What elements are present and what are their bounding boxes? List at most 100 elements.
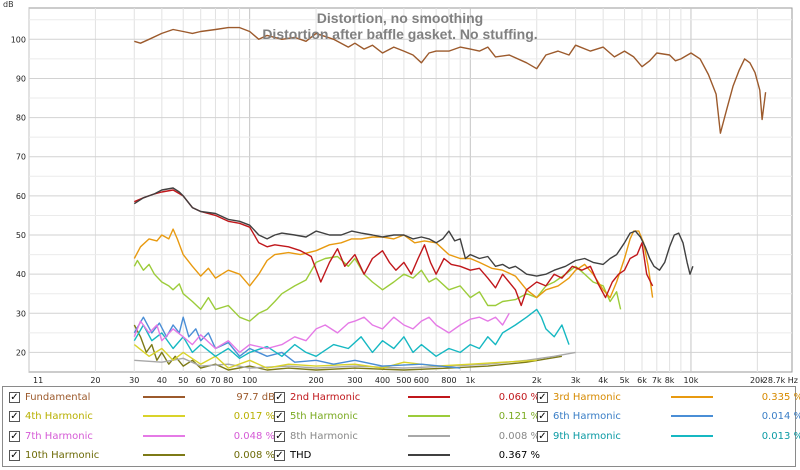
legend-label: 8th Harmonic — [290, 430, 358, 442]
x-tick-label: 11 — [33, 376, 43, 385]
checkbox-5th-harmonic[interactable]: ✓ — [274, 410, 285, 422]
legend-item-9th-harmonic: ✓ 9th Harmonic 0.013 % — [537, 427, 800, 445]
legend-value: 0.048 % — [233, 430, 275, 442]
legend-value: 0.008 % — [498, 430, 540, 442]
series-line-fundamental — [134, 26, 767, 134]
y-tick-label: 40 — [16, 270, 26, 279]
legend-label: 9th Harmonic — [553, 430, 621, 442]
x-tick-label: 40 — [157, 376, 167, 385]
x-tick-label: 20k — [750, 376, 765, 385]
legend-value: 0.335 % — [761, 391, 800, 403]
x-tick-label: 5k — [620, 376, 630, 385]
legend-value: 0.121 % — [498, 410, 540, 422]
y-tick-label: 100 — [11, 35, 26, 44]
x-tick-label: 28.7k Hz — [763, 376, 798, 385]
checkbox-2nd-harmonic[interactable]: ✓ — [274, 391, 285, 403]
checkbox-4th-harmonic[interactable]: ✓ — [9, 410, 20, 422]
legend-value: 97.7 dB — [236, 391, 275, 403]
x-tick-label: 20 — [90, 376, 100, 385]
series-line-7th-harmonic — [133, 312, 510, 354]
series-line-2nd-harmonic — [134, 189, 654, 307]
x-tick-label: 3k — [571, 376, 581, 385]
legend-value: 0.367 % — [498, 449, 540, 461]
x-tick-label: 500 — [396, 376, 411, 385]
legend-item-3rd-harmonic: ✓ 3rd Harmonic 0.335 % — [537, 388, 800, 406]
series-line-9th-harmonic — [133, 308, 570, 359]
x-tick-label: 300 — [347, 376, 362, 385]
legend-value: 0.014 % — [761, 410, 800, 422]
legend-swatch — [143, 435, 185, 437]
checkbox-3rd-harmonic[interactable]: ✓ — [537, 391, 548, 403]
checkbox-thd[interactable]: ✓ — [274, 449, 285, 461]
legend-item-4th-harmonic: ✓ 4th Harmonic 0.017 % — [9, 407, 275, 425]
legend-swatch — [143, 396, 185, 398]
x-tick-label: 200 — [308, 376, 323, 385]
y-tick-label: 70 — [16, 153, 26, 162]
series-lines — [133, 26, 767, 371]
x-tick-label: 80 — [223, 376, 233, 385]
legend-swatch — [408, 396, 450, 398]
legend-item-5th-harmonic: ✓ 5th Harmonic 0.121 % — [274, 407, 540, 425]
axis-ticks: 11 20 30 40 50 60 70 80 100 200 300 400 500 600 800 1k 2… — [11, 35, 798, 385]
x-tick-label: 1k — [465, 376, 475, 385]
legend-swatch — [671, 396, 713, 398]
series-line-thd — [133, 187, 694, 277]
legend-swatch — [143, 454, 185, 456]
legend-value: 0.017 % — [233, 410, 275, 422]
legend-label: 4th Harmonic — [25, 410, 93, 422]
legend-label: 7th Harmonic — [25, 430, 93, 442]
y-tick-label: 80 — [16, 114, 26, 123]
x-tick-label: 400 — [375, 376, 390, 385]
plot-area — [28, 7, 793, 373]
x-tick-label: 50 — [178, 376, 188, 385]
legend-label: 2nd Harmonic — [290, 391, 361, 403]
x-tick-label: 6k — [637, 376, 647, 385]
legend-swatch — [143, 415, 185, 417]
legend-swatch — [671, 435, 713, 437]
x-tick-label: 70 — [210, 376, 220, 385]
legend-panel: ✓ Fundamental 97.7 dB ✓ 2nd Harmonic 0.060 % ✓… — [2, 386, 800, 467]
y-tick-label: 90 — [16, 74, 26, 83]
legend-item-6th-harmonic: ✓ 6th Harmonic 0.014 % — [537, 407, 800, 425]
x-tick-label: 100 — [242, 376, 257, 385]
x-tick-label: 60 — [196, 376, 206, 385]
y-tick-label: 50 — [16, 231, 26, 240]
x-tick-label: 600 — [414, 376, 429, 385]
checkbox-7th-harmonic[interactable]: ✓ — [9, 430, 20, 442]
x-tick-label: 30 — [129, 376, 139, 385]
legend-item-thd: ✓ THD 0.367 % — [274, 446, 540, 464]
legend-value: 0.013 % — [761, 430, 800, 442]
legend-item-fundamental: ✓ Fundamental 97.7 dB — [9, 388, 275, 406]
distortion-chart: 11 20 30 40 50 60 70 80 100 200 300 400 500 600 800 1k 2… — [3, 0, 798, 385]
x-tick-label: 10k — [684, 376, 699, 385]
checkbox-9th-harmonic[interactable]: ✓ — [537, 430, 548, 442]
legend-label: Fundamental — [25, 391, 91, 403]
legend-label: THD — [290, 449, 312, 461]
series-line-3rd-harmonic — [133, 228, 654, 299]
x-tick-label: 2k — [532, 376, 542, 385]
y-axis-label: dB — [3, 0, 14, 9]
y-tick-label: 30 — [16, 309, 26, 318]
chart-subtitle: Distortion after baffle gasket. No stuff… — [262, 26, 537, 42]
legend-item-8th-harmonic: ✓ 8th Harmonic 0.008 % — [274, 427, 540, 445]
legend-label: 3rd Harmonic — [553, 391, 621, 403]
checkbox-8th-harmonic[interactable]: ✓ — [274, 430, 285, 442]
legend-label: 6th Harmonic — [553, 410, 621, 422]
checkbox-10th-harmonic[interactable]: ✓ — [9, 449, 20, 461]
x-tick-label: 8k — [665, 376, 675, 385]
legend-value: 0.008 % — [233, 449, 275, 461]
legend-label: 5th Harmonic — [290, 410, 358, 422]
checkbox-6th-harmonic[interactable]: ✓ — [537, 410, 548, 422]
checkbox-fundamental[interactable]: ✓ — [9, 391, 20, 403]
x-tick-label: 800 — [441, 376, 456, 385]
legend-value: 0.060 % — [498, 391, 540, 403]
legend-label: 10th Harmonic — [25, 449, 100, 461]
legend-swatch — [408, 415, 450, 417]
chart-title: Distortion, no smoothing — [317, 10, 483, 26]
x-tick-label: 7k — [652, 376, 662, 385]
legend-swatch — [408, 435, 450, 437]
legend-swatch — [408, 454, 450, 456]
legend-item-7th-harmonic: ✓ 7th Harmonic 0.048 % — [9, 427, 275, 445]
x-tick-label: 4k — [598, 376, 608, 385]
legend-item-10th-harmonic: ✓ 10th Harmonic 0.008 % — [9, 446, 275, 464]
